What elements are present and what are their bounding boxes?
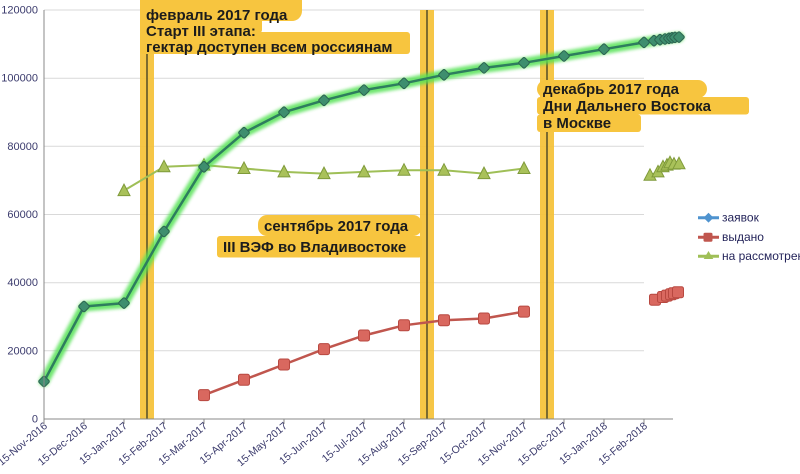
svg-text:февраль 2017 года: февраль 2017 года	[146, 7, 288, 24]
svg-text:сентябрь 2017 года: сентябрь 2017 года	[264, 218, 409, 235]
svg-text:20000: 20000	[7, 345, 38, 357]
svg-text:60000: 60000	[7, 209, 38, 221]
svg-text:Старт III этапа:: Старт III этапа:	[146, 23, 256, 40]
svg-text:в Москве: в Москве	[543, 115, 611, 132]
svg-text:120000: 120000	[1, 5, 38, 17]
svg-text:гектар доступен всем россиянам: гектар доступен всем россиянам	[146, 39, 393, 56]
svg-text:100000: 100000	[1, 73, 38, 85]
svg-text:III ВЭФ во Владивостоке: III ВЭФ во Владивостоке	[223, 239, 406, 256]
svg-text:декабрь 2017 года: декабрь 2017 года	[543, 81, 680, 98]
svg-text:заявок: заявок	[722, 211, 760, 225]
svg-text:выдано: выдано	[722, 230, 764, 244]
svg-text:40000: 40000	[7, 277, 38, 289]
svg-text:на рассмотрении: на рассмотрении	[722, 249, 800, 263]
svg-text:Дни Дальнего Востока: Дни Дальнего Востока	[543, 98, 712, 115]
svg-text:80000: 80000	[7, 141, 38, 153]
